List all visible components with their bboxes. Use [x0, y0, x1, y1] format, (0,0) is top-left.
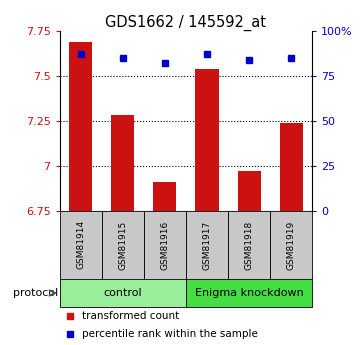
Bar	[60, 211, 102, 279]
Bar	[60, 279, 186, 307]
Bar	[69, 42, 92, 211]
Bar	[186, 279, 312, 307]
Title: GDS1662 / 145592_at: GDS1662 / 145592_at	[105, 15, 266, 31]
Bar	[153, 182, 177, 211]
Text: GSM81914: GSM81914	[76, 220, 85, 269]
Text: GSM81919: GSM81919	[287, 220, 296, 269]
Bar	[228, 211, 270, 279]
Bar	[144, 211, 186, 279]
Bar	[102, 211, 144, 279]
Text: protocol: protocol	[13, 288, 59, 298]
Text: GSM81917: GSM81917	[203, 220, 212, 269]
Text: GSM81918: GSM81918	[245, 220, 253, 269]
Bar	[195, 69, 218, 211]
Text: GSM81916: GSM81916	[160, 220, 169, 269]
Text: transformed count: transformed count	[82, 311, 179, 321]
Bar	[186, 211, 228, 279]
Text: percentile rank within the sample: percentile rank within the sample	[82, 329, 258, 339]
Bar	[270, 211, 312, 279]
Bar	[238, 171, 261, 211]
Text: GSM81915: GSM81915	[118, 220, 127, 269]
Text: control: control	[104, 288, 142, 298]
Bar	[280, 123, 303, 211]
Text: Enigma knockdown: Enigma knockdown	[195, 288, 304, 298]
Bar	[111, 116, 134, 211]
